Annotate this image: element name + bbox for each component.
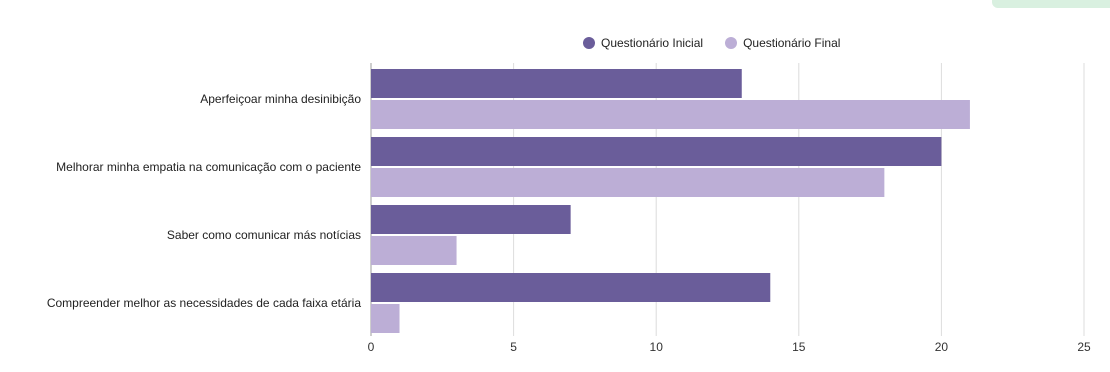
x-tick-label: 10 — [650, 340, 664, 354]
bar-final-3 — [371, 304, 400, 333]
legend-item-inicial[interactable]: Questionário Inicial — [583, 36, 703, 50]
category-label: Melhorar minha empatia na comunicação co… — [56, 160, 361, 174]
category-label: Saber como comunicar más notícias — [167, 228, 361, 242]
x-tick-label: 20 — [935, 340, 949, 354]
legend-item-final[interactable]: Questionário Final — [725, 36, 840, 50]
bar-inicial-3 — [371, 273, 771, 302]
legend-label-inicial: Questionário Inicial — [601, 36, 704, 50]
x-tick-label: 15 — [792, 340, 806, 354]
bar-final-0 — [371, 100, 970, 129]
category-label: Compreender melhor as necessidades de ca… — [47, 296, 362, 310]
legend: Questionário Inicial Questionário Final — [583, 36, 862, 50]
legend-dot-final — [725, 37, 738, 49]
x-tick-label: 0 — [368, 340, 375, 354]
x-tick-label: 5 — [510, 340, 517, 354]
legend-dot-inicial — [583, 37, 595, 49]
category-label: Aperfeiçoar minha desinibição — [200, 92, 361, 106]
bar-final-1 — [371, 168, 885, 197]
legend-label-final: Questionário Final — [743, 36, 841, 50]
bar-final-2 — [371, 236, 457, 265]
bar-inicial-2 — [371, 205, 571, 234]
bar-inicial-1 — [371, 137, 942, 166]
corner-tab — [992, 0, 1110, 8]
bar-inicial-0 — [371, 69, 742, 98]
x-tick-label: 25 — [1077, 340, 1091, 354]
